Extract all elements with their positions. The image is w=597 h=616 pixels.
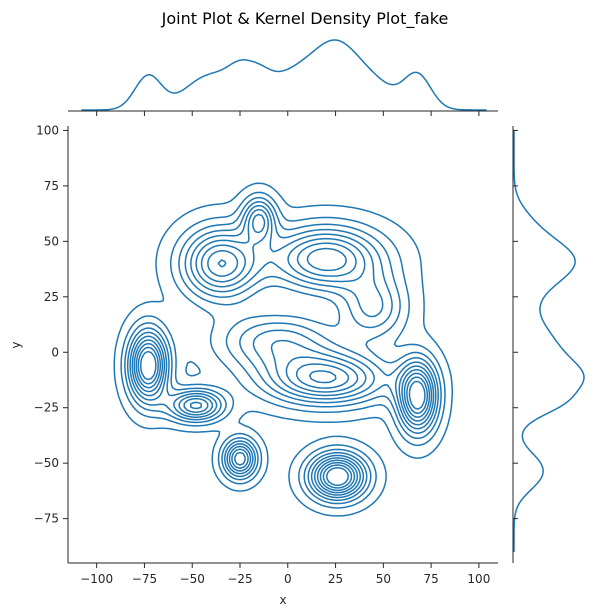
x-tick-label: 25 <box>328 572 343 586</box>
marginal-x-density <box>68 39 498 116</box>
kde-contour-level <box>137 259 429 489</box>
y-tick-label: −25 <box>34 401 59 415</box>
x-tick-label: 0 <box>284 572 292 586</box>
y-tick-label: −50 <box>34 456 59 470</box>
x-axis-ticks: −100 −75 −50 −25 0 25 50 75 100 <box>80 563 490 586</box>
x-tick-label: −50 <box>180 572 205 586</box>
kde-contour-level <box>124 196 442 505</box>
joint-axes: −100 −75 −50 −25 0 25 50 75 100 −75 −50 −25 0 25 50 75… <box>9 123 498 607</box>
x-tick-label: −25 <box>227 572 252 586</box>
kde-contour-level <box>120 191 446 509</box>
x-axis-label: x <box>279 593 286 607</box>
marginal-y-ticks <box>513 129 518 520</box>
kde-contours <box>113 182 454 517</box>
kde-contour-level <box>113 182 454 517</box>
marginal-y-density <box>512 126 585 563</box>
y-tick-label: −75 <box>34 512 59 526</box>
x-tick-label: −75 <box>132 572 157 586</box>
x-tick-label: 100 <box>467 572 490 586</box>
chart-title: Joint Plot & Kernel Density Plot_fake <box>161 9 449 29</box>
y-tick-label: 75 <box>44 179 59 193</box>
y-tick-label: 25 <box>44 290 59 304</box>
kde-contour-level <box>126 201 439 502</box>
kde-contour-level <box>131 208 435 496</box>
x-tick-label: −100 <box>80 572 113 586</box>
y-tick-label: 0 <box>51 345 59 359</box>
kde-contour-level <box>135 247 431 492</box>
x-tick-label: 75 <box>423 572 438 586</box>
x-tick-label: 50 <box>376 572 391 586</box>
marginal-y-curve <box>513 130 585 552</box>
marginal-x-curve <box>81 39 487 111</box>
y-tick-label: 100 <box>36 123 59 137</box>
marginal-x-ticks <box>96 111 480 116</box>
kde-contour-level <box>133 213 433 494</box>
kde-contour-level <box>129 204 437 499</box>
y-axis-label: y <box>9 341 23 348</box>
y-tick-label: 50 <box>44 234 59 248</box>
kde-contour-level <box>139 350 426 487</box>
y-axis-ticks: −75 −50 −25 0 25 50 75 100 <box>34 123 68 526</box>
